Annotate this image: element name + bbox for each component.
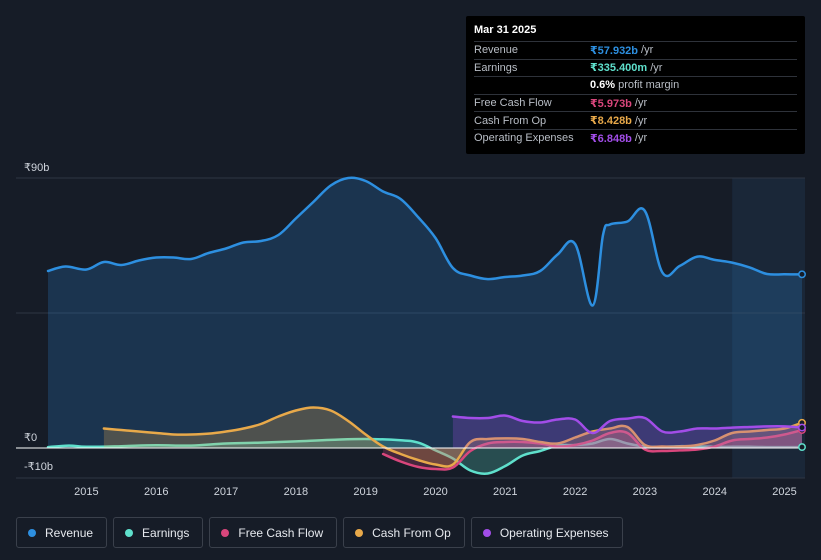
x-tick-label: 2020 — [423, 486, 447, 498]
line-revenue — [46, 176, 804, 307]
line-free-cash-flow — [381, 428, 804, 471]
tooltip-row-operating-expenses: Operating Expenses ₹6.848b /yr — [474, 130, 797, 147]
series-layer — [16, 176, 805, 475]
tooltip-value: ₹335.400m — [590, 62, 648, 75]
legend-dot-icon — [28, 528, 36, 537]
legend-dot-icon — [482, 528, 491, 537]
tooltip-label: Free Cash Flow — [474, 97, 552, 110]
legend-label: Revenue — [45, 525, 94, 540]
tooltip-label: Cash From Op — [474, 114, 547, 127]
gridlines — [16, 177, 805, 479]
legend-dot-icon — [355, 528, 364, 537]
x-axis-labels: 2015 2016 2017 2018 2019 2020 2021 2022 2023 2024… — [74, 486, 797, 498]
tooltip-row-earnings: Earnings ₹335.400m /yr — [474, 60, 797, 78]
endpoint-earnings — [798, 443, 806, 452]
area-cash-from-op — [103, 407, 802, 467]
x-tick-label: 2015 — [74, 486, 98, 498]
tooltip-label: Revenue — [474, 44, 519, 57]
x-tick-label: 2022 — [563, 486, 587, 498]
legend-item-revenue[interactable]: Revenue — [16, 517, 108, 548]
x-tick-label: 2024 — [702, 486, 726, 498]
x-tick-label: 2017 — [214, 486, 238, 498]
endpoint-operating-expenses — [798, 423, 806, 432]
legend-label: Cash From Op — [372, 525, 451, 540]
tooltip-value: ₹8.428b — [590, 115, 632, 128]
line-earnings — [46, 437, 804, 475]
legend-item-earnings[interactable]: Earnings — [113, 517, 204, 548]
x-tick-label: 2018 — [284, 486, 308, 498]
tooltip-date: Mar 31 2025 — [474, 24, 797, 42]
legend-dot-icon — [221, 528, 230, 537]
tooltip-value: 0.6% — [590, 79, 616, 92]
legend-item-free-cash-flow[interactable]: Free Cash Flow — [209, 517, 338, 548]
legend-item-cash-from-op[interactable]: Cash From Op — [343, 517, 465, 548]
y-axis-labels: ₹90b ₹0 -₹10b — [24, 162, 53, 473]
legend-label: Free Cash Flow — [238, 525, 324, 540]
series-endpoints — [798, 270, 806, 452]
series-free-cash-flow — [381, 428, 804, 471]
x-tick-label: 2019 — [353, 486, 377, 498]
tooltip-unit: profit margin — [618, 79, 680, 92]
tooltip-value: ₹6.848b — [590, 132, 632, 145]
series-operating-expenses — [451, 414, 804, 448]
tooltip-row-cash-from-op: Cash From Op ₹8.428b /yr — [474, 112, 797, 130]
endpoint-revenue — [798, 270, 806, 279]
tooltip-row-revenue: Revenue ₹57.932b /yr — [474, 42, 797, 60]
tooltip-label: Operating Expenses — [474, 132, 574, 145]
tooltip-value: ₹5.973b — [590, 97, 632, 110]
series-cash-from-op — [102, 406, 804, 468]
y-tick-label: -₹10b — [24, 461, 53, 473]
tooltip-unit: /yr — [634, 97, 648, 110]
tooltip-unit: /yr — [650, 61, 663, 74]
tooltip-unit: /yr — [641, 44, 654, 57]
x-tick-label: 2016 — [144, 486, 168, 498]
y-tick-label: ₹0 — [24, 432, 37, 444]
tooltip-row-profit-margin: 0.6% profit margin — [474, 77, 797, 95]
legend-label: Earnings — [142, 525, 190, 540]
legend-label: Operating Expenses — [499, 525, 609, 540]
data-tooltip: Mar 31 2025 Revenue ₹57.932b /yr Earning… — [466, 16, 805, 154]
tooltip-row-free-cash-flow: Free Cash Flow ₹5.973b /yr — [474, 95, 797, 113]
x-tick-label: 2025 — [772, 486, 796, 498]
tooltip-value: ₹57.932b — [590, 44, 639, 57]
y-tick-label: ₹90b — [24, 162, 49, 174]
legend-item-operating-expenses[interactable]: Operating Expenses — [470, 517, 623, 548]
x-tick-label: 2021 — [493, 486, 517, 498]
tooltip-label: Earnings — [474, 61, 518, 74]
area-free-cash-flow — [383, 430, 802, 470]
area-revenue — [48, 177, 802, 449]
tooltip-unit: /yr — [634, 132, 648, 145]
legend-dot-icon — [125, 528, 134, 537]
chart-legend: Revenue Earnings Free Cash Flow Cash Fro… — [16, 517, 623, 548]
x-tick-label: 2023 — [633, 486, 657, 498]
series-revenue — [46, 176, 804, 449]
line-cash-from-op — [102, 406, 804, 468]
line-operating-expenses — [451, 414, 804, 435]
tooltip-unit: /yr — [634, 114, 648, 127]
